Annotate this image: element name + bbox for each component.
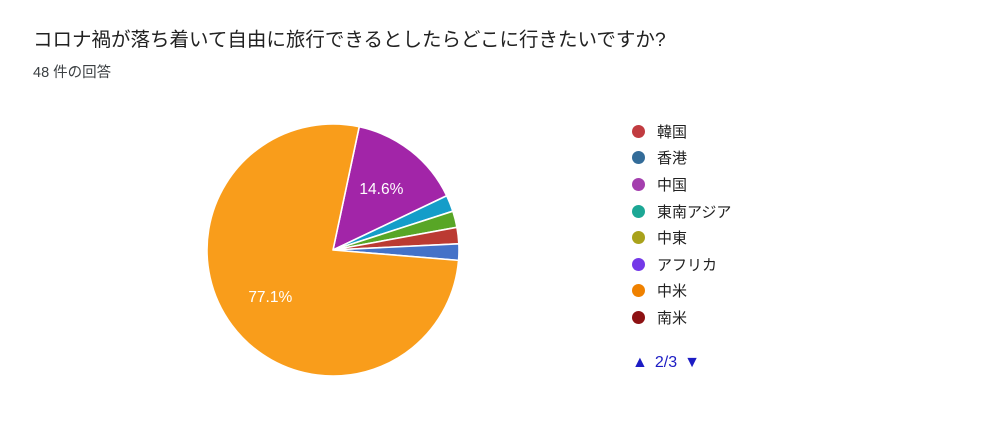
legend-item-label: 中米 bbox=[657, 283, 688, 301]
legend-swatch-icon bbox=[632, 151, 645, 165]
legend-item-label: 韓国 bbox=[657, 123, 688, 141]
legend-item-label: 香港 bbox=[657, 150, 688, 168]
legend-item-label: 南米 bbox=[657, 309, 688, 327]
legend-item-label: 中国 bbox=[657, 176, 688, 194]
legend-item-7: 南米 bbox=[632, 304, 731, 331]
legend-item-label: 中東 bbox=[657, 230, 688, 248]
legend-page-up-button[interactable]: ▲ bbox=[632, 354, 648, 371]
legend-item-4: 中東 bbox=[632, 224, 731, 251]
legend-page-indicator: 2/3 bbox=[654, 354, 678, 371]
legend-swatch-icon bbox=[632, 310, 645, 324]
pie-slice-percent-label: 77.1% bbox=[248, 289, 292, 306]
legend-item-6: 中米 bbox=[632, 278, 731, 305]
chart-legend: 韓国香港中国東南アジア中東アフリカ中米南米 bbox=[632, 118, 731, 331]
legend-item-label: 東南アジア bbox=[657, 203, 732, 221]
legend-item-2: 中国 bbox=[632, 171, 731, 198]
legend-item-1: 香港 bbox=[632, 145, 731, 172]
legend-item-0: 韓国 bbox=[632, 118, 731, 145]
legend-pagination: ▲ 2/3 ▼ bbox=[632, 354, 700, 372]
pie-slice-percent-label: 14.6% bbox=[359, 181, 403, 198]
question-title: コロナ禍が落ち着いて自由に旅行できるとしたらどこに行きたいですか? bbox=[33, 29, 666, 51]
legend-page-down-button[interactable]: ▼ bbox=[684, 354, 700, 371]
legend-swatch-icon bbox=[632, 177, 645, 191]
legend-item-label: アフリカ bbox=[657, 256, 718, 274]
legend-item-3: 東南アジア bbox=[632, 198, 731, 225]
legend-swatch-icon bbox=[632, 284, 645, 298]
legend-swatch-icon bbox=[632, 257, 645, 271]
magenta-slice[interactable] bbox=[332, 125, 448, 251]
pie-chart: 14.6% 77.1% bbox=[206, 123, 460, 377]
legend-swatch-icon bbox=[632, 231, 645, 245]
orange-slice[interactable] bbox=[206, 123, 460, 377]
response-count: 48 件の回答 bbox=[33, 65, 112, 81]
legend-swatch-icon bbox=[632, 124, 645, 138]
legend-swatch-icon bbox=[632, 204, 645, 218]
legend-item-5: アフリカ bbox=[632, 251, 731, 278]
